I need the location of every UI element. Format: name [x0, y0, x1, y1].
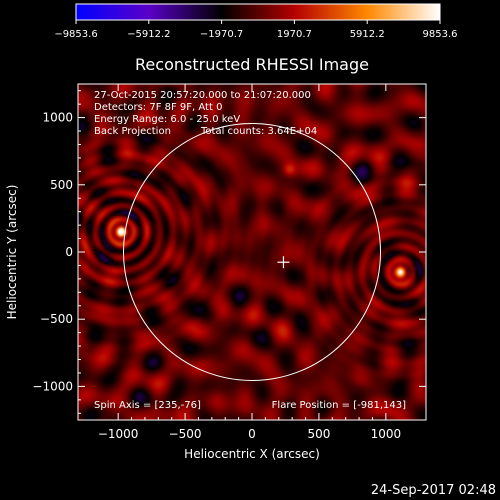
colorbar-tick-label: −9853.6 [54, 29, 97, 40]
annotation-detectors: Detectors: 7F 8F 9F, Att 0 [94, 102, 222, 113]
colorbar-tick-label: 5912.2 [350, 29, 385, 40]
colorbar-tick-label: 9853.6 [423, 29, 458, 40]
heatmap-image [78, 84, 426, 420]
chart-title: Reconstructed RHESSI Image [135, 55, 369, 74]
axes: −1000 −500 0 500 1000 −1000 −500 0 500 1000 [32, 84, 426, 441]
spin-axis-note: Spin Axis = [235,-76] [94, 400, 201, 411]
annotation-block: 27-Oct-2015 20:57:20.000 to 21:07:20.000… [94, 90, 317, 137]
colorbar-tick-label: −5912.2 [127, 29, 170, 40]
y-tick-label: −1000 [32, 379, 73, 393]
x-tick-label: −500 [169, 427, 202, 441]
footer-timestamp: 24-Sep-2017 02:48 [371, 483, 496, 498]
x-axis-label: Heliocentric X (arcsec) [184, 447, 320, 461]
colorbar [75, 3, 441, 21]
x-tick-label: 1000 [371, 427, 402, 441]
spin-axis-marker [277, 256, 290, 269]
y-axis-label: Heliocentric Y (arcsec) [5, 185, 19, 320]
colorbar-tick-label: 1970.7 [277, 29, 312, 40]
annotation-time-range: 27-Oct-2015 20:57:20.000 to 21:07:20.000 [94, 90, 311, 101]
colorbar-tick-label: −1970.7 [200, 29, 243, 40]
y-tick-label: 500 [50, 178, 73, 192]
annotation-total-counts: Total counts: 3.64E+04 [200, 126, 317, 137]
annotation-energy-range: Energy Range: 6.0 - 25.0 keV [94, 114, 240, 125]
y-tick-label: 0 [65, 245, 73, 259]
annotation-method: Back Projection [94, 126, 171, 137]
solar-limb-circle [123, 123, 381, 381]
x-tick-label: −1000 [98, 427, 139, 441]
x-tick-label: 0 [248, 427, 256, 441]
y-tick-label: −500 [40, 312, 73, 326]
flare-position-note: Flare Position = [-981,143] [272, 400, 406, 411]
colorbar-ticks: −9853.6 −5912.2 −1970.7 1970.7 5912.2 9853.6 [54, 20, 458, 40]
y-tick-label: 1000 [42, 111, 73, 125]
x-tick-label: 500 [307, 427, 330, 441]
